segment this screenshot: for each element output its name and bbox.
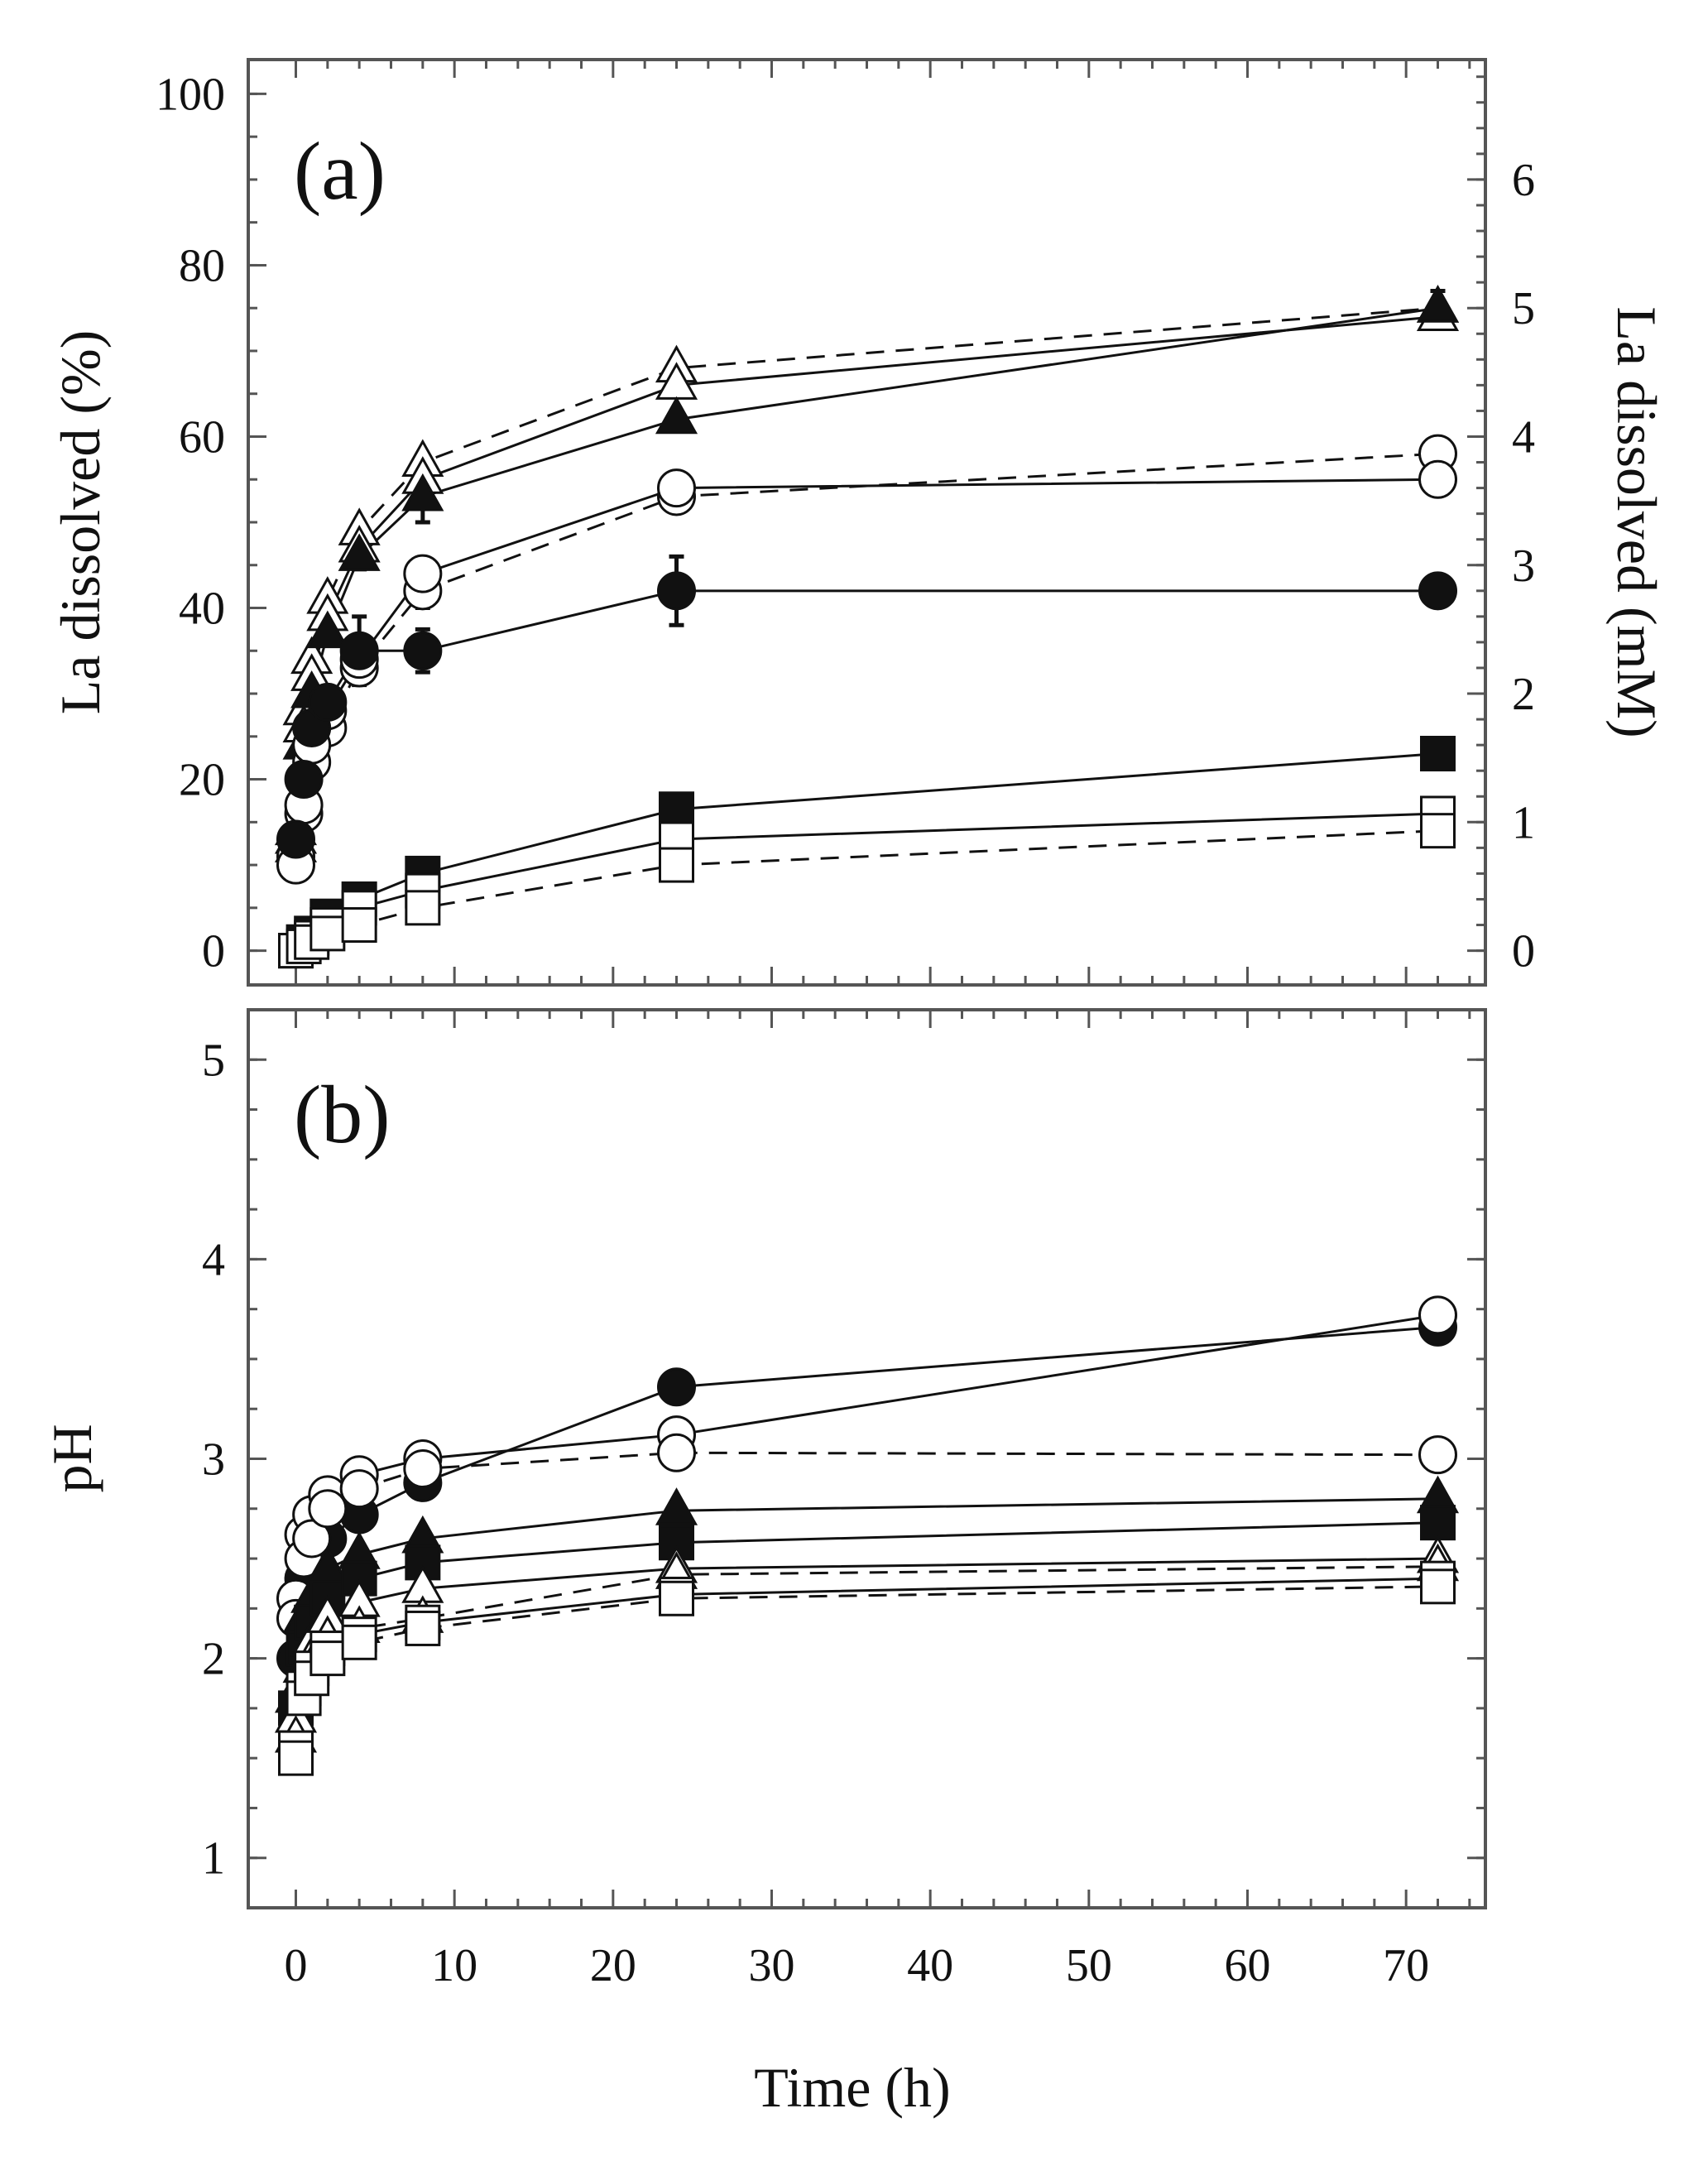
data-point-filled-triangle: [401, 473, 444, 512]
x-tick-label: 20: [590, 1940, 636, 1991]
series-line-open-triangle-dashed: [295, 1565, 1438, 1739]
data-point-open-circle-dashed: [292, 1519, 332, 1559]
series-line-filled-square: [295, 752, 1438, 952]
series-line-open-square-solid: [295, 812, 1438, 952]
data-point-filled-triangle: [1416, 285, 1460, 323]
data-point-filled-triangle: [338, 533, 381, 571]
data-point-open-square-dashed: [405, 890, 441, 926]
data-point-filled-triangle: [306, 610, 349, 649]
data-point-open-circle-dashed: [1418, 1435, 1457, 1475]
series-line-open-circle-solid: [295, 1314, 1438, 1599]
data-point-filled-circle: [308, 682, 348, 722]
y-tick-label: 60: [179, 411, 225, 463]
y-tick-label: 3: [202, 1434, 225, 1486]
data-point-open-circle-solid: [403, 554, 443, 593]
y-tick-label: 2: [202, 1634, 225, 1685]
data-point-open-circle-dashed: [403, 1449, 443, 1489]
data-point-filled-circle: [339, 631, 379, 670]
data-point-open-square-dashed: [341, 1624, 377, 1660]
y2-tick-label: 6: [1512, 155, 1535, 206]
series-line-open-triangle-solid: [295, 315, 1438, 840]
panel-a-y-axis-title: La dissolved (%): [49, 330, 112, 715]
data-point-filled-circle: [284, 760, 324, 800]
data-point-filled-circle: [1418, 571, 1457, 611]
series-line-filled-circle: [295, 589, 1438, 840]
series-line-open-square-dashed: [295, 1585, 1438, 1759]
data-point-open-circle-dashed: [339, 1469, 379, 1509]
data-point-filled-circle: [657, 571, 696, 611]
y-tick-label: 80: [179, 240, 225, 291]
data-point-filled-circle: [403, 631, 443, 670]
data-point-open-square-dashed: [405, 1610, 441, 1646]
data-point-open-circle-solid: [1418, 1295, 1457, 1335]
data-point-open-square-dashed: [309, 915, 346, 952]
x-tick-label: 40: [907, 1940, 953, 1991]
data-point-filled-triangle: [655, 1487, 698, 1525]
data-point-open-square-dashed: [659, 847, 694, 883]
y-tick-label: 100: [156, 69, 225, 120]
y-tick-label: 5: [202, 1035, 225, 1086]
data-point-open-circle-solid: [657, 468, 696, 508]
y-tick-label: 20: [179, 755, 225, 806]
data-point-open-square-dashed: [1420, 1568, 1456, 1605]
data-point-open-circle-dashed: [308, 1489, 348, 1529]
y2-tick-label: 4: [1512, 411, 1535, 463]
y2-tick-label: 2: [1512, 669, 1535, 720]
data-point-open-square-dashed: [309, 1640, 346, 1677]
series-line-filled-circle: [295, 1325, 1438, 1659]
data-point-open-square-dashed: [341, 907, 377, 944]
panel-a-plot: 0 20 40 60 80 100 0 1 2 3 4 5 6: [156, 60, 1535, 985]
panel-b-plot: 0 10 20 30 40 50 60 70 1 2 3 4 5: [202, 1008, 1485, 1991]
x-axis-title: Time (h): [754, 2056, 950, 2119]
data-point-open-square-dashed: [659, 1580, 694, 1616]
data-point-filled-circle: [657, 1367, 696, 1407]
y-tick-label: 40: [179, 584, 225, 635]
data-point-open-circle-dashed: [657, 1433, 696, 1472]
series-line-filled-square: [295, 1521, 1438, 1709]
y2-tick-label: 5: [1512, 283, 1535, 334]
x-tick-label: 10: [431, 1940, 477, 1991]
data-point-open-circle-solid: [1418, 459, 1457, 499]
series-line-open-circle-dashed: [295, 1451, 1438, 1619]
x-tick-label: 30: [749, 1940, 795, 1991]
x-tick-label: 50: [1066, 1940, 1112, 1991]
panel-a-label: (a): [294, 125, 386, 217]
series-line-open-circle-solid: [295, 478, 1438, 866]
data-point-filled-triangle: [655, 396, 698, 435]
data-point-filled-square: [1420, 736, 1456, 771]
x-tick-label: 0: [285, 1940, 308, 1991]
y2-tick-label: 1: [1512, 797, 1535, 848]
y-tick-label: 0: [202, 926, 225, 977]
y-tick-label: 1: [202, 1833, 225, 1885]
y2-tick-label: 3: [1512, 540, 1535, 592]
x-tick-label: 70: [1383, 1940, 1429, 1991]
data-point-filled-square: [1420, 1505, 1456, 1541]
panel-b-y-axis-title: pH: [41, 1424, 103, 1492]
panel-a-y2-axis-title: La dissolved (mM): [1605, 306, 1668, 737]
data-point-filled-circle: [276, 819, 315, 859]
series-line-open-triangle-dashed: [295, 306, 1438, 831]
y-tick-label: 4: [202, 1234, 225, 1285]
series-line-filled-triangle: [295, 1497, 1438, 1698]
data-point-filled-square: [659, 791, 694, 828]
series-line-open-square-solid: [295, 1577, 1438, 1749]
x-tick-label: 60: [1225, 1940, 1271, 1991]
y2-tick-label: 0: [1512, 926, 1535, 977]
panel-b-label: (b): [294, 1069, 391, 1160]
data-point-open-square-dashed: [278, 1740, 314, 1776]
series-line-open-square-dashed: [295, 829, 1438, 952]
panel-a-frame: [247, 58, 1487, 987]
data-point-open-square-dashed: [1420, 813, 1456, 849]
